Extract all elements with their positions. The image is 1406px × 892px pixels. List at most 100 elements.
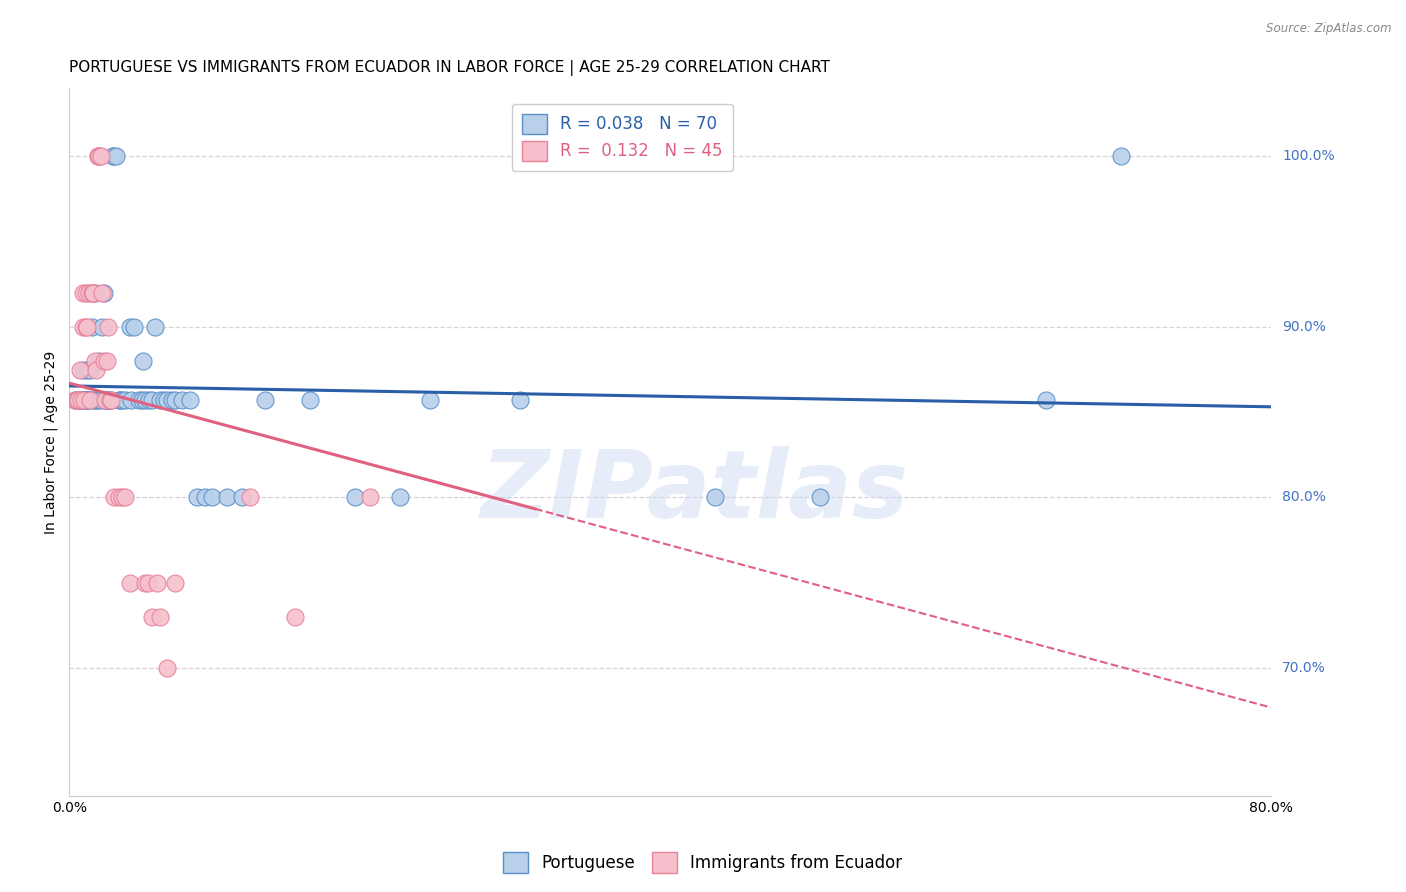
- Point: [298, 393, 321, 408]
- Point: [93, 354, 115, 368]
- Point: [108, 491, 131, 505]
- Point: [284, 609, 307, 624]
- Point: [82, 393, 104, 408]
- Point: [217, 491, 239, 505]
- Point: [108, 393, 131, 408]
- Point: [239, 491, 262, 505]
- Point: [72, 362, 94, 376]
- Point: [72, 320, 94, 334]
- Point: [82, 285, 104, 300]
- Point: [101, 149, 124, 163]
- Point: [509, 393, 531, 408]
- Point: [72, 285, 94, 300]
- Text: ZIPatlas: ZIPatlas: [481, 445, 908, 538]
- Point: [1109, 149, 1132, 163]
- Text: 100.0%: 100.0%: [1282, 150, 1334, 163]
- Point: [65, 393, 87, 408]
- Point: [343, 491, 366, 505]
- Point: [524, 149, 547, 163]
- Point: [156, 661, 179, 675]
- Point: [76, 320, 98, 334]
- Text: 80.0%: 80.0%: [1282, 491, 1326, 504]
- Point: [231, 491, 253, 505]
- Point: [91, 285, 114, 300]
- Point: [110, 393, 132, 408]
- Point: [86, 362, 108, 376]
- Y-axis label: In Labor Force | Age 25-29: In Labor Force | Age 25-29: [44, 351, 58, 533]
- Point: [84, 285, 107, 300]
- Point: [75, 285, 97, 300]
- Legend: Portuguese, Immigrants from Ecuador: Portuguese, Immigrants from Ecuador: [496, 846, 910, 880]
- Legend: R = 0.038   N = 70, R =  0.132   N = 45: R = 0.038 N = 70, R = 0.132 N = 45: [512, 103, 733, 171]
- Point: [111, 393, 134, 408]
- Point: [65, 393, 87, 408]
- Point: [82, 285, 104, 300]
- Point: [84, 393, 107, 408]
- Point: [138, 393, 160, 408]
- Point: [114, 491, 136, 505]
- Point: [810, 491, 832, 505]
- Point: [100, 393, 122, 408]
- Point: [96, 354, 118, 368]
- Point: [194, 491, 217, 505]
- Point: [66, 393, 89, 408]
- Point: [704, 491, 727, 505]
- Point: [67, 393, 90, 408]
- Point: [89, 149, 111, 163]
- Point: [89, 354, 111, 368]
- Point: [76, 362, 98, 376]
- Point: [75, 320, 97, 334]
- Point: [94, 393, 117, 408]
- Text: 70.0%: 70.0%: [1282, 661, 1326, 675]
- Point: [128, 393, 150, 408]
- Point: [114, 393, 136, 408]
- Point: [90, 149, 112, 163]
- Point: [134, 393, 156, 408]
- Point: [72, 393, 94, 408]
- Point: [69, 393, 91, 408]
- Point: [122, 320, 145, 334]
- Point: [67, 393, 90, 408]
- Point: [186, 491, 208, 505]
- Point: [103, 491, 125, 505]
- Point: [98, 393, 121, 408]
- Point: [153, 393, 176, 408]
- Point: [132, 354, 155, 368]
- Point: [69, 362, 91, 376]
- Point: [97, 393, 120, 408]
- Text: Source: ZipAtlas.com: Source: ZipAtlas.com: [1267, 22, 1392, 36]
- Point: [419, 393, 441, 408]
- Text: PORTUGUESE VS IMMIGRANTS FROM ECUADOR IN LABOR FORCE | AGE 25-29 CORRELATION CHA: PORTUGUESE VS IMMIGRANTS FROM ECUADOR IN…: [69, 60, 831, 76]
- Point: [77, 393, 100, 408]
- Point: [77, 393, 100, 408]
- Point: [66, 393, 89, 408]
- Point: [359, 491, 381, 505]
- Point: [253, 393, 276, 408]
- Point: [141, 609, 163, 624]
- Point: [77, 285, 100, 300]
- Text: 90.0%: 90.0%: [1282, 320, 1326, 334]
- Point: [118, 575, 141, 590]
- Point: [136, 575, 159, 590]
- Point: [141, 393, 163, 408]
- Point: [94, 393, 117, 408]
- Point: [75, 393, 97, 408]
- Point: [111, 491, 134, 505]
- Point: [131, 393, 153, 408]
- Point: [163, 393, 186, 408]
- Point: [75, 393, 97, 408]
- Point: [79, 362, 101, 376]
- Point: [201, 491, 224, 505]
- Point: [160, 393, 183, 408]
- Point: [90, 393, 112, 408]
- Point: [76, 393, 98, 408]
- Point: [179, 393, 201, 408]
- Point: [93, 285, 115, 300]
- Point: [118, 320, 141, 334]
- Point: [145, 575, 167, 590]
- Point: [70, 393, 93, 408]
- Point: [84, 354, 107, 368]
- Point: [134, 575, 156, 590]
- Point: [143, 320, 166, 334]
- Point: [1035, 393, 1057, 408]
